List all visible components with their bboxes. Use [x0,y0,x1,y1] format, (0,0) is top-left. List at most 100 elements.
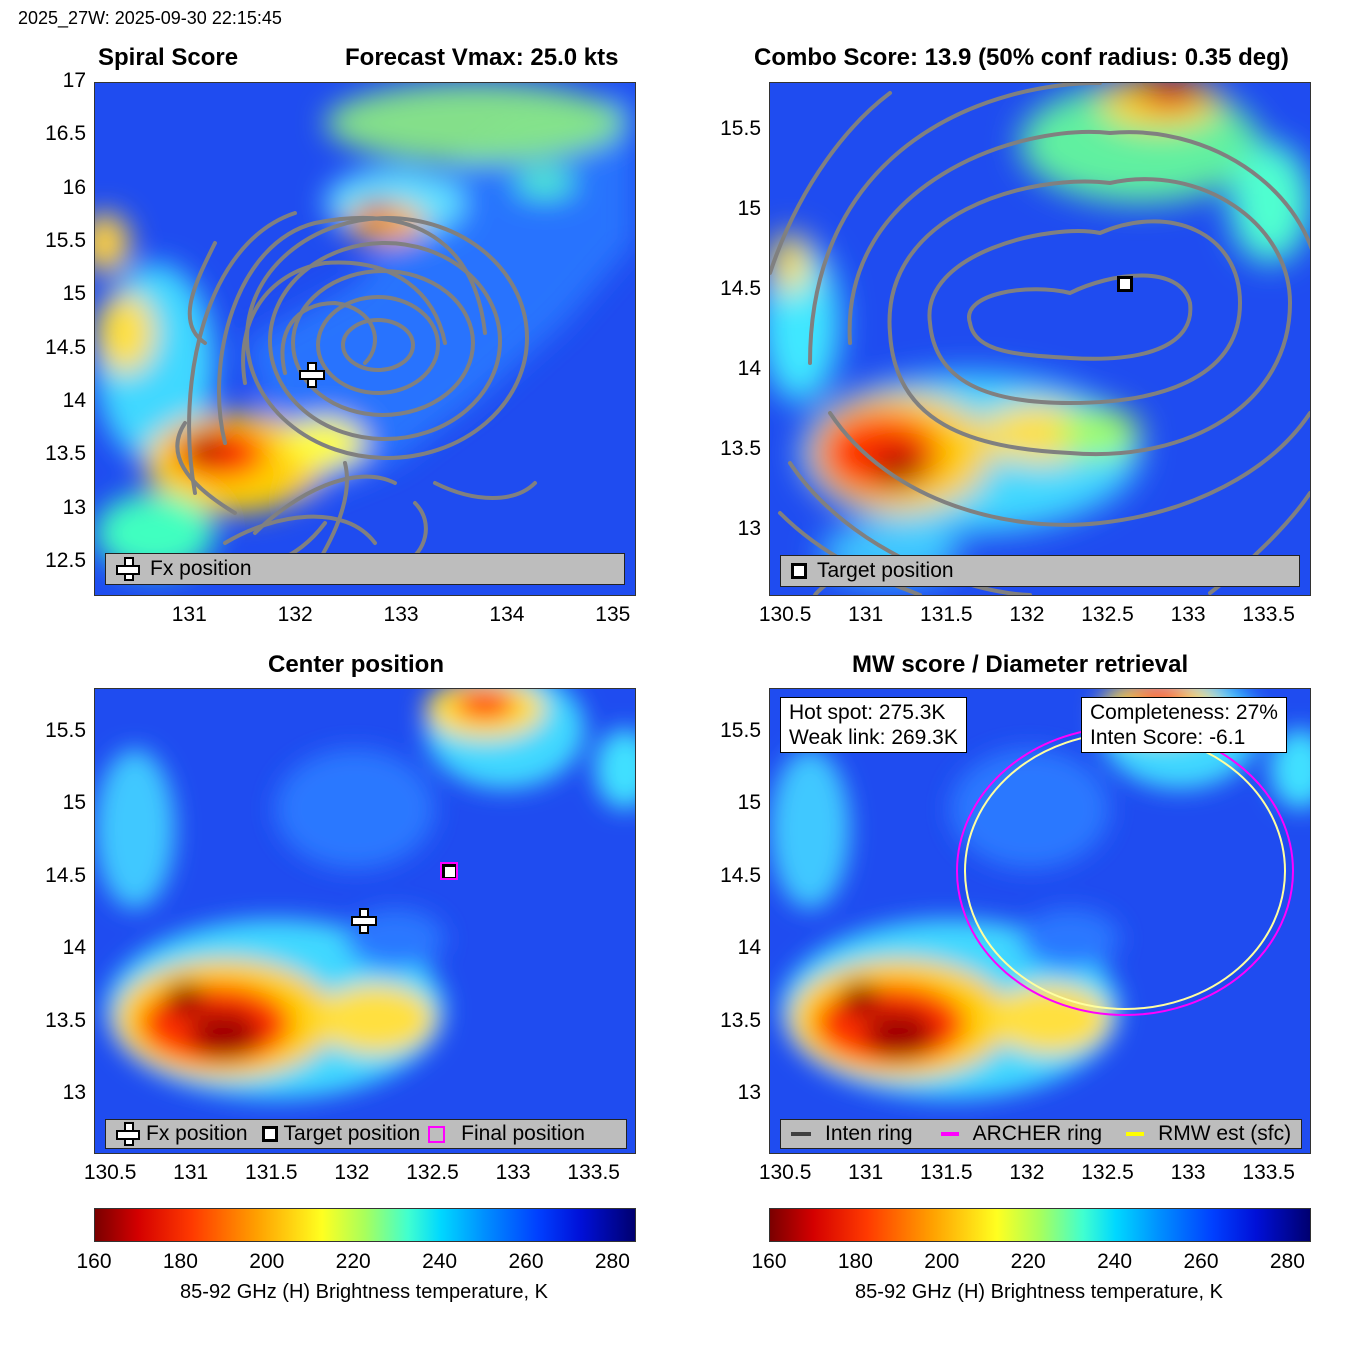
completeness-text: Completeness: 27% [1090,701,1278,724]
center-legend: Fx position Target position Final positi… [105,1119,627,1149]
x-tick-label: 131 [171,603,207,626]
legend-item-inten-ring: Inten ring [781,1122,913,1146]
y-tick-label: 13.5 [720,437,761,460]
colorbar-tick-label: 260 [1183,1250,1219,1273]
y-tick-label: 14.5 [720,277,761,300]
colorbar-tick-label: 260 [508,1250,544,1273]
y-tick-label: 15.5 [45,229,86,252]
magenta-square-icon [428,1125,446,1143]
legend-label: RMW est (sfc) [1158,1122,1292,1145]
y-tick-label: 14 [62,936,86,959]
legend-label: ARCHER ring [972,1122,1103,1145]
combo-heatmap [770,83,1310,595]
legend-item-target-position: Target position [258,1122,421,1146]
x-tick-label: 132 [334,1161,370,1184]
fx-position-marker [351,908,377,934]
y-tick-label: 16.5 [45,122,86,146]
legend-item-final-position: Final position [426,1122,585,1146]
mw-legend: Inten ring ARCHER ring RMW est (sfc) [780,1119,1302,1149]
center-title: Center position [268,651,445,678]
legend-label: Fx position [150,557,252,580]
x-tick-label: 132.5 [1081,1161,1134,1184]
x-tick-label: 130.5 [758,603,812,626]
square-icon [791,563,807,579]
y-tick-label: 15 [737,197,761,220]
legend-label: Target position [283,1122,421,1145]
legend-item-archer-ring: ARCHER ring [939,1122,1103,1146]
cross-icon [116,1122,140,1146]
magenta-line-icon [940,1132,959,1136]
colorbar-tick-label: 160 [751,1250,787,1273]
x-tick-label: 133.5 [1242,1161,1295,1184]
x-tick-label: 133 [495,1161,531,1184]
x-tick-label: 131.5 [920,603,973,626]
colorbar-tick-label: 200 [249,1250,285,1273]
colorbar-right [769,1208,1311,1242]
colorbar-tick-label: 240 [422,1250,458,1273]
x-tick-label: 131.5 [920,1161,973,1184]
colorbar-tick-label: 220 [1010,1250,1046,1273]
y-tick-label: 15.5 [45,718,86,742]
y-tick-label: 14 [737,357,761,380]
colorbar-tick-label: 280 [1269,1250,1305,1273]
fx-position-marker [299,362,325,388]
target-position-marker [1117,276,1133,292]
y-tick-label: 15 [62,282,86,306]
colorbar-left [94,1208,636,1242]
colorbar-tick-label: 220 [335,1250,371,1273]
legend-item-rmw-est: RMW est (sfc) [1124,1122,1291,1146]
x-tick-label: 132 [277,603,313,626]
y-tick-label: 13.5 [45,442,86,466]
y-tick-label: 14.5 [720,863,761,887]
y-tick-label: 15.5 [720,718,761,742]
spiral-legend: Fx position [105,553,625,585]
combo-score-plot: Target position [769,82,1311,596]
x-tick-label: 131 [173,1161,209,1184]
center-position-plot: Fx position Target position Final positi… [94,688,636,1154]
dark-line-icon [791,1132,811,1136]
spiral-heatmap [95,83,635,595]
cross-icon [116,557,140,581]
x-tick-label: 130.5 [83,1161,137,1184]
yellow-line-icon [1126,1132,1145,1136]
colorbar-right-label: 85-92 GHz (H) Brightness temperature, K [855,1281,1223,1303]
legend-item-target-position: Target position [781,559,954,583]
x-tick-label: 133 [1170,603,1206,626]
colorbar-tick-label: 160 [76,1250,112,1273]
y-tick-label: 14 [62,389,86,412]
legend-label: Target position [817,559,954,582]
colorbar-tick-label: 180 [837,1250,873,1273]
y-tick-label: 17 [62,69,86,92]
x-tick-label: 132 [1009,1161,1045,1184]
square-icon [261,1126,278,1142]
hot-spot-text: Hot spot: 275.3K [789,701,946,724]
legend-item-fx-position: Fx position [106,1122,248,1146]
x-tick-label: 132 [1009,603,1045,626]
colorbar-left-label: 85-92 GHz (H) Brightness temperature, K [180,1281,548,1303]
inten-score-text: Inten Score: -6.1 [1090,726,1246,749]
combo-title: Combo Score: 13.9 (50% conf radius: 0.35… [754,44,1289,71]
x-tick-label: 132.5 [1081,603,1134,626]
y-tick-label: 13 [62,495,86,519]
x-tick-label: 132.5 [406,1161,459,1184]
colorbar-tick-label: 200 [924,1250,960,1273]
mw-title: MW score / Diameter retrieval [852,651,1189,678]
y-tick-label: 15 [62,791,86,814]
figure-title: 2025_27W: 2025-09-30 22:15:45 [18,8,282,28]
y-tick-label: 15 [737,791,761,814]
completeness-box: Completeness: 27% Inten Score: -6.1 [1081,697,1287,753]
mw-score-plot: Hot spot: 275.3K Weak link: 269.3K Compl… [769,688,1311,1154]
legend-label: Fx position [146,1122,248,1145]
y-tick-label: 13.5 [720,1008,761,1032]
x-tick-label: 133 [1170,1161,1206,1184]
y-tick-label: 14.5 [45,335,86,359]
spiral-score-plot: Fx position [94,82,636,596]
colorbar-tick-label: 240 [1097,1250,1133,1273]
y-tick-label: 16 [62,175,86,199]
x-tick-label: 131 [848,603,884,626]
legend-label: Final position [461,1122,585,1145]
spiral-contours [175,211,537,585]
y-tick-label: 12.5 [45,549,86,572]
hot-spot-box: Hot spot: 275.3K Weak link: 269.3K [780,697,967,753]
y-tick-label: 13 [737,517,761,540]
